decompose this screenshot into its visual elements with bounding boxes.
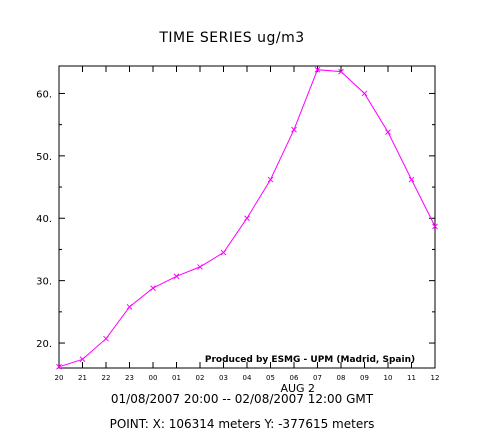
x-tick-label: 08 [337, 374, 346, 382]
x-tick-label: 22 [102, 374, 111, 382]
x-tick-label: 07 [313, 374, 322, 382]
y-tick-label: 50. [36, 152, 52, 163]
x-tick-label: 06 [290, 374, 299, 382]
data-point-marker [408, 176, 415, 183]
x-tick-label: 11 [407, 374, 416, 382]
x-tick-label: 20 [55, 374, 64, 382]
time-range-label: 01/08/2007 20:00 -- 02/08/2007 12:00 GMT [110, 392, 374, 406]
date-axis-label: AUG 2 [280, 382, 315, 395]
x-tick-label: 10 [384, 374, 393, 382]
data-point-marker [150, 285, 156, 291]
data-point-marker [79, 356, 86, 363]
x-tick-label: 04 [243, 374, 252, 382]
data-point-marker [56, 363, 62, 370]
x-tick-label: 02 [196, 374, 205, 382]
data-point-marker [432, 223, 438, 230]
data-point-marker [220, 249, 227, 256]
x-tick-label: 21 [78, 374, 87, 382]
y-tick-label: 60. [36, 89, 52, 100]
y-tick-label: 40. [36, 214, 52, 225]
credit-annotation: Produced by ESMG - UPM (Madrid, Spain) [205, 355, 415, 365]
x-tick-label: 03 [219, 374, 228, 382]
data-point-marker [103, 335, 109, 342]
y-tick-label: 30. [36, 277, 52, 288]
data-point-marker [385, 129, 391, 135]
x-tick-label: 12 [431, 374, 440, 382]
data-point-marker [338, 68, 344, 75]
data-point-marker [197, 264, 203, 270]
x-tick-label: 00 [149, 374, 158, 382]
data-point-marker [291, 126, 297, 133]
point-coordinates-label: POINT: X: 106314 meters Y: -377615 meter… [109, 417, 375, 431]
plot-frame [58, 65, 436, 369]
x-tick-label: 05 [266, 374, 275, 382]
data-point-marker [361, 90, 368, 97]
y-tick-label: 20. [36, 339, 52, 350]
x-axis-ticks: 20 21 22 23 00 01 02 03 04 05 06 07 08 09 10 11 12 [55, 66, 440, 382]
x-tick-label: 01 [172, 374, 181, 382]
x-tick-label: 23 [125, 374, 134, 382]
data-point-marker [314, 66, 321, 73]
series-markers [56, 66, 438, 370]
data-point-marker [244, 215, 250, 222]
chart-title: TIME SERIES ug/m3 [159, 30, 305, 46]
x-tick-label: 09 [360, 374, 369, 382]
data-point-marker [267, 176, 274, 183]
data-point-marker [173, 273, 180, 280]
data-point-marker [126, 303, 133, 310]
y-axis-ticks: 20. 30. 40. 50. 60. [36, 89, 435, 350]
